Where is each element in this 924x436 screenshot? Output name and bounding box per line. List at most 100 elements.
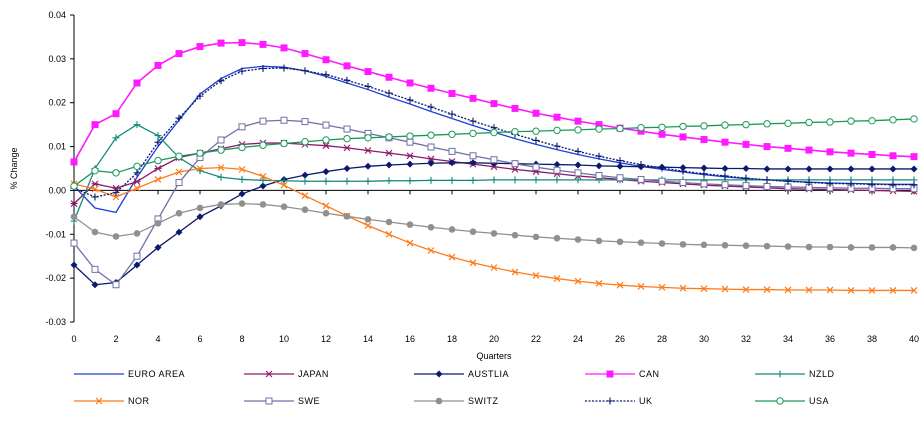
data-point	[322, 209, 330, 217]
data-point	[175, 228, 183, 236]
data-point	[574, 117, 582, 125]
data-point	[700, 136, 708, 144]
data-point	[217, 201, 225, 208]
legend-label: NZLD	[809, 369, 835, 379]
data-point	[385, 161, 393, 169]
data-point	[322, 168, 330, 176]
data-point	[658, 130, 666, 138]
data-point	[553, 176, 561, 184]
legend-entry-japan: JAPAN	[244, 369, 328, 379]
data-point	[133, 252, 141, 260]
data-point	[910, 181, 918, 189]
data-point	[70, 158, 78, 166]
data-point	[490, 128, 498, 137]
data-point	[637, 283, 645, 290]
data-point	[574, 176, 582, 184]
x-tick-label: 6	[197, 334, 202, 344]
data-point	[364, 222, 372, 229]
data-point	[91, 265, 99, 273]
data-point	[427, 223, 435, 231]
data-point	[490, 176, 498, 184]
data-point	[448, 90, 456, 98]
data-point	[343, 177, 351, 185]
data-point	[658, 123, 666, 131]
x-tick-label: 20	[489, 334, 499, 344]
data-point	[847, 165, 855, 173]
data-point	[343, 125, 351, 133]
data-point	[133, 184, 141, 192]
data-point	[406, 96, 414, 104]
data-point	[469, 259, 477, 267]
data-point	[910, 115, 918, 123]
data-point	[364, 68, 372, 76]
data-point	[217, 77, 225, 85]
data-point	[700, 122, 708, 130]
legend-entry-nor: NOR	[74, 396, 150, 406]
data-point	[448, 159, 456, 167]
data-point	[490, 264, 498, 272]
data-point	[280, 181, 288, 189]
data-point	[406, 79, 414, 87]
data-point	[406, 160, 414, 168]
data-point	[910, 244, 918, 252]
legend-entry-austlia: AUSTLIA	[414, 369, 509, 379]
data-point	[112, 189, 120, 197]
data-point	[721, 181, 729, 189]
data-point	[133, 230, 141, 237]
data-point	[721, 172, 729, 180]
data-point	[175, 179, 183, 187]
data-point	[742, 286, 750, 293]
data-point	[175, 209, 183, 217]
series-austlia	[70, 159, 918, 289]
data-point	[889, 244, 897, 251]
data-point	[826, 165, 834, 173]
data-point	[679, 122, 687, 131]
data-point	[343, 213, 351, 220]
data-point	[700, 164, 708, 172]
data-point	[595, 152, 603, 160]
data-point	[70, 213, 78, 221]
x-tick-label: 36	[825, 334, 835, 344]
data-point	[553, 161, 561, 169]
data-point	[469, 152, 477, 160]
data-point	[406, 132, 414, 140]
data-point	[280, 139, 288, 148]
data-point	[511, 268, 519, 276]
data-point	[322, 177, 330, 185]
data-point	[91, 193, 99, 201]
data-point	[826, 179, 834, 187]
data-point	[742, 165, 750, 172]
x-tick-label: 34	[783, 334, 793, 344]
legend-swatch-marker	[776, 397, 784, 405]
data-point	[553, 113, 561, 121]
legend-swatch-marker	[606, 370, 614, 378]
data-point	[175, 152, 183, 160]
series-line-uk	[73, 67, 914, 198]
data-point	[658, 177, 666, 185]
data-point	[763, 286, 771, 293]
data-point	[784, 183, 792, 191]
data-point	[217, 164, 225, 172]
data-point	[70, 239, 78, 247]
data-point	[700, 285, 708, 293]
x-axis-title: Quarters	[476, 351, 512, 361]
data-point	[532, 127, 540, 135]
data-point	[490, 163, 498, 171]
data-point	[700, 241, 708, 249]
data-point	[196, 149, 204, 157]
x-tick-label: 28	[657, 334, 667, 344]
data-point	[301, 192, 309, 200]
data-point	[889, 116, 897, 124]
data-point	[217, 146, 225, 154]
data-point	[112, 134, 120, 142]
data-point	[448, 147, 456, 155]
data-point	[343, 144, 351, 152]
data-point	[532, 109, 540, 117]
data-point	[532, 136, 540, 144]
x-axis-ticks: 0 2 4 6 8 10 12 14 16 18 20 22 24 26 28 30 32 34 36 38 40	[71, 190, 919, 344]
data-point	[238, 143, 246, 152]
y-tick-label: 0.03	[48, 54, 66, 64]
legend-label: NOR	[128, 396, 150, 406]
data-point	[385, 73, 393, 81]
